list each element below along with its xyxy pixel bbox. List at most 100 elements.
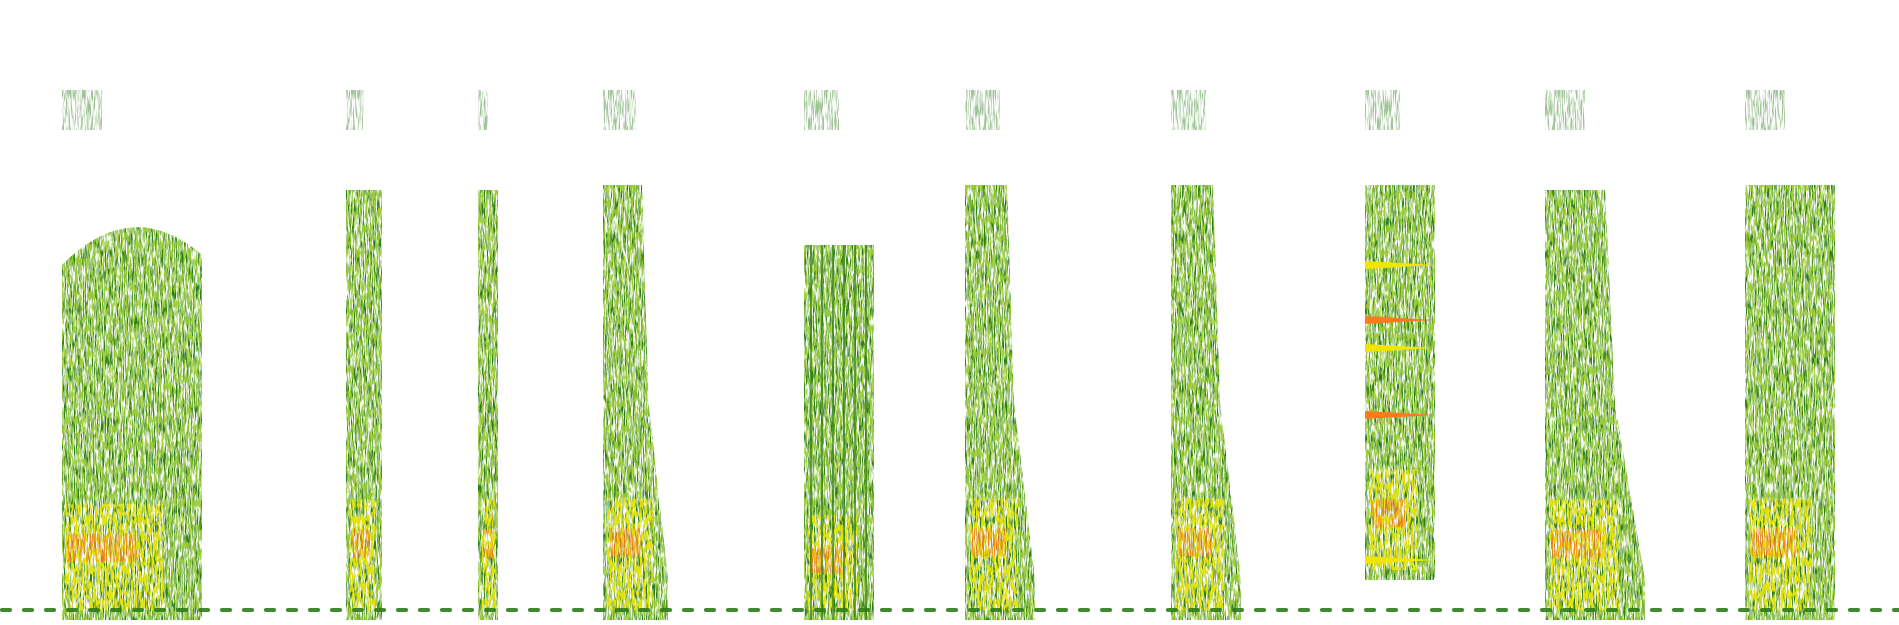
- baseline-dash: [0, 608, 12, 612]
- baseline-dash: [484, 608, 496, 612]
- baseline-dash: [1144, 608, 1156, 612]
- comb-line: [821, 245, 823, 620]
- baseline-dash: [1386, 608, 1398, 612]
- baseline-dash: [132, 608, 144, 612]
- baseline-dash: [1122, 608, 1134, 612]
- body-peak: [352, 529, 370, 558]
- baseline-dash: [770, 608, 782, 612]
- baseline-dash: [902, 608, 914, 612]
- baseline-dash: [1276, 608, 1288, 612]
- baseline-dash: [154, 608, 166, 612]
- spectrogram-segment: [1745, 90, 1835, 620]
- baseline-dash: [220, 608, 232, 612]
- baseline-dash: [1804, 608, 1816, 612]
- baseline-dash: [726, 608, 738, 612]
- baseline-dash: [968, 608, 980, 612]
- spectrogram-segment: [1365, 90, 1435, 580]
- baseline-dash: [1584, 608, 1596, 612]
- baseline-dash: [396, 608, 408, 612]
- upper-band: [965, 90, 1000, 130]
- baseline-dash: [1298, 608, 1310, 612]
- tone-line: [1365, 411, 1435, 419]
- spectrogram-segments: [62, 90, 1835, 621]
- baseline-dash: [990, 608, 1002, 612]
- body-peak: [1551, 529, 1601, 558]
- baseline-dash: [836, 608, 848, 612]
- baseline-dash: [1562, 608, 1574, 612]
- baseline-dash: [858, 608, 870, 612]
- baseline-dash: [1848, 608, 1860, 612]
- spectrogram-segment: [603, 90, 668, 620]
- baseline-dash: [88, 608, 100, 612]
- spectrogram-segment: [804, 90, 874, 620]
- baseline-dash: [748, 608, 760, 612]
- spectrogram-segment: [346, 90, 382, 620]
- baseline-dash: [1518, 608, 1530, 612]
- baseline-dash: [880, 608, 892, 612]
- spectrogram-segment: [1171, 90, 1241, 620]
- baseline-dash: [1716, 608, 1728, 612]
- body-peak: [810, 545, 845, 573]
- baseline-dash: [66, 608, 78, 612]
- baseline-dash: [638, 608, 650, 612]
- baseline-dash: [792, 608, 804, 612]
- baseline-dash: [1650, 608, 1662, 612]
- baseline-dash: [1210, 608, 1222, 612]
- baseline-dash: [1430, 608, 1442, 612]
- upper-band: [1545, 90, 1585, 130]
- baseline-dash: [1474, 608, 1486, 612]
- baseline-dash: [506, 608, 518, 612]
- baseline-dash: [1166, 608, 1178, 612]
- baseline-dash: [1738, 608, 1750, 612]
- baseline-dash: [594, 608, 606, 612]
- baseline-dash: [1870, 608, 1882, 612]
- body-peak: [484, 529, 494, 558]
- body-peak: [609, 528, 642, 557]
- baseline-dash: [1078, 608, 1090, 612]
- upper-band: [1745, 90, 1785, 130]
- baseline-dash: [682, 608, 694, 612]
- baseline-dash: [1760, 608, 1772, 612]
- baseline-dash: [176, 608, 188, 612]
- body-peak: [1177, 528, 1212, 557]
- baseline-dash: [1496, 608, 1508, 612]
- baseline-dash: [462, 608, 474, 612]
- comb-line: [810, 245, 812, 620]
- baseline-dash: [924, 608, 936, 612]
- baseline-dash: [374, 608, 386, 612]
- baseline-dash: [1100, 608, 1112, 612]
- upper-band: [603, 90, 636, 130]
- upper-band: [346, 90, 364, 130]
- baseline-dash: [1452, 608, 1464, 612]
- baseline-dash: [528, 608, 540, 612]
- baseline-dash: [1892, 608, 1899, 612]
- baseline-dash: [814, 608, 826, 612]
- baseline-dash: [1672, 608, 1684, 612]
- upper-band: [804, 90, 839, 130]
- body-peak: [1751, 528, 1796, 557]
- body-peak: [68, 533, 138, 562]
- baseline-dash: [572, 608, 584, 612]
- upper-band: [1365, 90, 1400, 130]
- baseline-dash: [1056, 608, 1068, 612]
- spectrogram-segment: [62, 90, 202, 621]
- spectrogram-segment: [478, 90, 498, 620]
- baseline-dash: [264, 608, 276, 612]
- baseline-dash: [1364, 608, 1376, 612]
- tone-line: [1365, 261, 1435, 269]
- baseline-dash: [704, 608, 716, 612]
- baseline-dash: [1782, 608, 1794, 612]
- baseline-dash: [418, 608, 430, 612]
- body-peak: [1371, 499, 1406, 528]
- body-peak: [971, 528, 1006, 557]
- comb-line: [843, 245, 845, 620]
- baseline-dash: [110, 608, 122, 612]
- baseline-dash: [1232, 608, 1244, 612]
- comb-line: [865, 245, 867, 620]
- baseline-dashes: [0, 608, 1899, 612]
- baseline-dash: [1254, 608, 1266, 612]
- tone-line: [1365, 556, 1435, 564]
- upper-band: [1171, 90, 1206, 130]
- baseline-dash: [1540, 608, 1552, 612]
